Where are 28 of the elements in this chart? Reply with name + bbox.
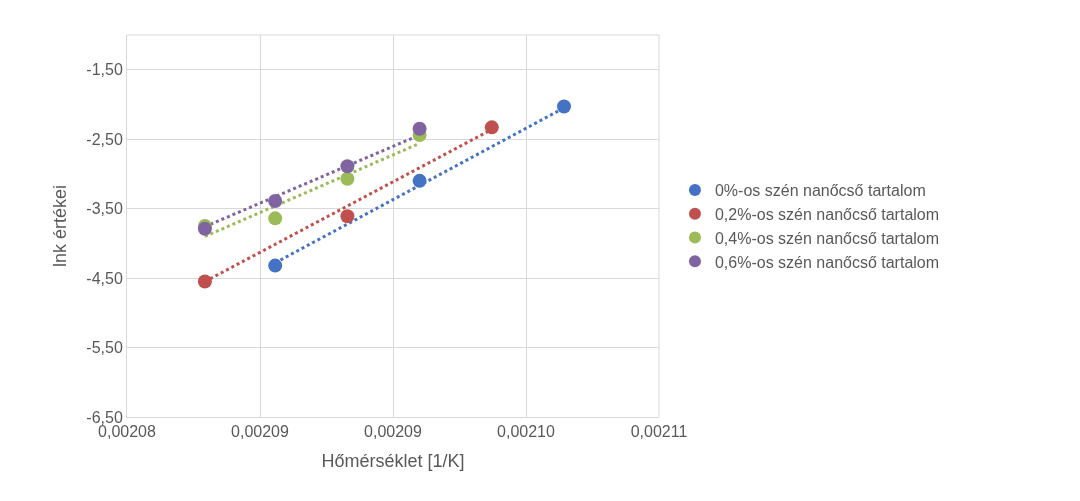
point: [340, 171, 355, 186]
x-tick-label: 0,00209: [231, 423, 290, 441]
x-tick-label: 0,00209: [364, 423, 423, 441]
point: [484, 120, 499, 135]
point: [268, 258, 283, 273]
x-tick-label: 0,00208: [98, 423, 157, 441]
y-tick-label: -2,50: [86, 130, 123, 148]
legend-label: 0,2%-os szén nanőcső tartalom: [714, 205, 940, 223]
y-tick-label: -4,50: [86, 269, 123, 287]
legend-label: 0,4%-os szén nanőcső tartalom: [714, 229, 940, 247]
point: [340, 159, 355, 174]
y-tick-label: -3,50: [86, 200, 123, 218]
y-tick-label: -1,50: [86, 61, 123, 79]
point: [340, 209, 355, 224]
x-tick-label: 0,00210: [497, 423, 556, 441]
legend-label: 0%-os szén nanőcső tartalom: [714, 182, 926, 200]
point: [268, 194, 283, 208]
point: [412, 121, 427, 136]
y-tick-label: -5,50: [86, 339, 123, 357]
point: [197, 274, 212, 289]
point: [412, 173, 427, 188]
x-tick-label: 0,00211: [630, 423, 688, 441]
x-axis-title: Hőmérséklet [1/K]: [321, 451, 465, 472]
point: [557, 99, 571, 114]
y-tick-label: -6,50: [86, 408, 123, 426]
legend-label: 0,6%-os szén nanőcső tartalom: [714, 253, 940, 271]
y-axis-title: lnk értékei: [49, 184, 70, 268]
point: [268, 211, 283, 226]
